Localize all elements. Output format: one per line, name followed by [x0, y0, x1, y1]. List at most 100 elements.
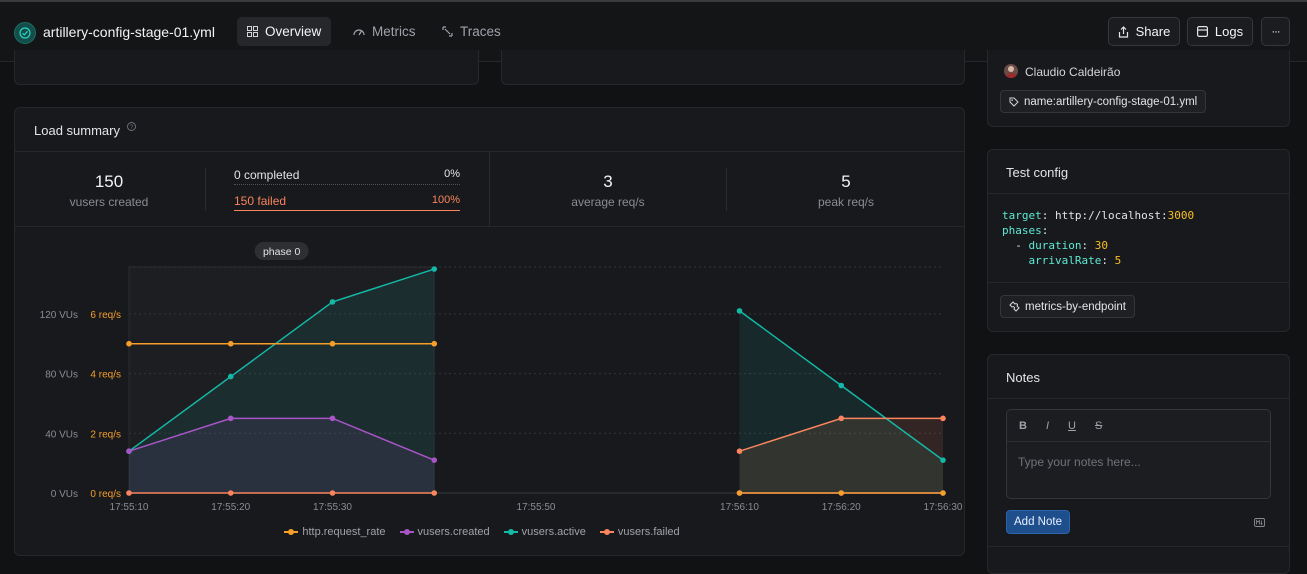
logs-icon	[1196, 26, 1208, 37]
data-point	[227, 490, 234, 496]
code-number: 5	[1114, 254, 1122, 267]
chart-legend: http.request_rate vusers.created vusers.…	[0, 526, 964, 538]
series-area	[739, 418, 943, 493]
series-area	[739, 310, 943, 493]
phase-region	[128, 266, 435, 494]
details-card	[987, 50, 1290, 127]
code-key: arrivalRate	[1028, 254, 1102, 267]
help-icon[interactable]: ?	[127, 122, 136, 131]
completed-pct: 0%	[444, 168, 460, 180]
italic-button[interactable]: I	[1045, 419, 1050, 432]
phase-annotation-label: phase 0	[263, 246, 301, 258]
plugin-label: metrics-by-endpoint	[1025, 300, 1126, 313]
notes-editor: B I U S Type your notes here...	[1006, 409, 1271, 499]
notes-title: Notes	[1006, 370, 1040, 385]
legend-vusers-active[interactable]: vusers.active	[503, 526, 586, 538]
code-number: 30	[1094, 239, 1108, 252]
plugin-chip[interactable]: metrics-by-endpoint	[1000, 295, 1135, 318]
data-point	[126, 340, 132, 347]
code-number: 3000	[1167, 209, 1195, 222]
strikethrough-button[interactable]: S	[1094, 419, 1103, 432]
y-left-tick-label: 40 VUs	[45, 429, 78, 440]
x-tick-label: 17:56:10	[720, 502, 759, 513]
tab-metrics-label: Metrics	[372, 24, 416, 39]
data-point	[227, 373, 234, 380]
code-value: http://localhost:	[1055, 209, 1168, 222]
failed-bar	[234, 210, 460, 211]
share-button[interactable]: Share	[1108, 17, 1180, 46]
code-key: phases	[1002, 224, 1042, 237]
tab-metrics[interactable]: Metrics	[343, 17, 426, 46]
data-point	[431, 340, 438, 347]
notes-input[interactable]: Type your notes here...	[1018, 455, 1141, 469]
failed-pct: 100%	[431, 194, 460, 206]
status-check-icon	[14, 22, 36, 44]
y-left-tick-label: 120 VUs	[40, 310, 78, 321]
legend-http-request-rate[interactable]: http.request_rate	[284, 526, 386, 538]
tab-traces[interactable]: Traces	[432, 17, 511, 46]
svg-text:?: ?	[130, 125, 134, 131]
puzzle-icon	[1009, 301, 1020, 312]
legend-vusers-failed[interactable]: vusers.failed	[599, 526, 680, 538]
logs-button[interactable]: Logs	[1187, 17, 1253, 46]
code-key: duration	[1028, 239, 1082, 252]
test-config-title: Test config	[1006, 165, 1069, 180]
data-point	[227, 415, 234, 422]
x-tick-label: 17:55:50	[517, 502, 556, 513]
x-tick-label: 17:55:20	[211, 502, 250, 513]
load-summary-title: Load summary	[34, 123, 120, 138]
avatar	[1004, 64, 1018, 78]
grid-icon	[247, 26, 258, 37]
y-right-tick-label: 4 req/s	[90, 370, 121, 381]
legend-vusers-created[interactable]: vusers.created	[399, 526, 490, 538]
data-point	[329, 340, 336, 347]
owner-name: Claudio Caldeirão	[1025, 65, 1121, 79]
more-icon: ···	[1271, 25, 1281, 38]
x-tick-label: 17:55:30	[313, 502, 352, 513]
bold-button[interactable]: B	[1019, 419, 1027, 432]
data-point	[838, 490, 845, 496]
test-run-title: artillery-config-stage-01.yml	[43, 24, 215, 40]
y-left-tick-label: 0 VUs	[51, 489, 78, 500]
add-note-button[interactable]: Add Note	[1006, 510, 1070, 534]
data-point	[126, 448, 132, 455]
data-point	[940, 415, 946, 422]
tab-traces-label: Traces	[460, 24, 501, 39]
average-req-label: average req/s	[571, 195, 645, 209]
data-point	[431, 490, 438, 496]
y-left-tick-label: 80 VUs	[45, 370, 78, 381]
completed-label: 0 completed	[234, 168, 300, 182]
logs-label: Logs	[1214, 24, 1244, 39]
config-code: target: http://localhost:3000 phases: - …	[1002, 209, 1195, 267]
tag-chip[interactable]: name:artillery-config-stage-01.yml	[1000, 90, 1207, 113]
y-right-tick-label: 0 req/s	[90, 489, 121, 500]
vusers-created-label: vusers created	[69, 195, 149, 209]
series-line	[128, 268, 435, 452]
share-label: Share	[1135, 24, 1171, 39]
data-point	[329, 490, 336, 496]
vusers-created-value: 150	[94, 172, 124, 191]
underline-button[interactable]: U	[1068, 419, 1076, 432]
more-options-button[interactable]: ···	[1261, 17, 1290, 46]
editor-toolbar: B I U S	[1007, 410, 1270, 442]
tag-icon	[1009, 97, 1019, 107]
y-right-tick-label: 2 req/s	[90, 429, 121, 440]
data-point	[736, 490, 743, 496]
tab-overview[interactable]: Overview	[237, 17, 332, 46]
markdown-icon[interactable]	[1254, 518, 1265, 527]
data-point	[431, 266, 438, 272]
data-point	[940, 490, 946, 496]
traces-icon	[442, 26, 453, 37]
peak-req-label: peak req/s	[817, 195, 875, 209]
phase-annotation-badge	[254, 242, 309, 260]
series-area	[129, 418, 435, 493]
failed-label: 150 failed	[234, 194, 287, 208]
data-point	[838, 382, 845, 389]
data-point	[736, 308, 743, 314]
data-point	[329, 299, 336, 305]
completed-bar	[234, 184, 460, 185]
legend-label: vusers.failed	[617, 526, 680, 538]
legend-swatch-purple	[399, 529, 414, 535]
data-point	[838, 415, 845, 422]
upper-card-left	[14, 50, 479, 85]
